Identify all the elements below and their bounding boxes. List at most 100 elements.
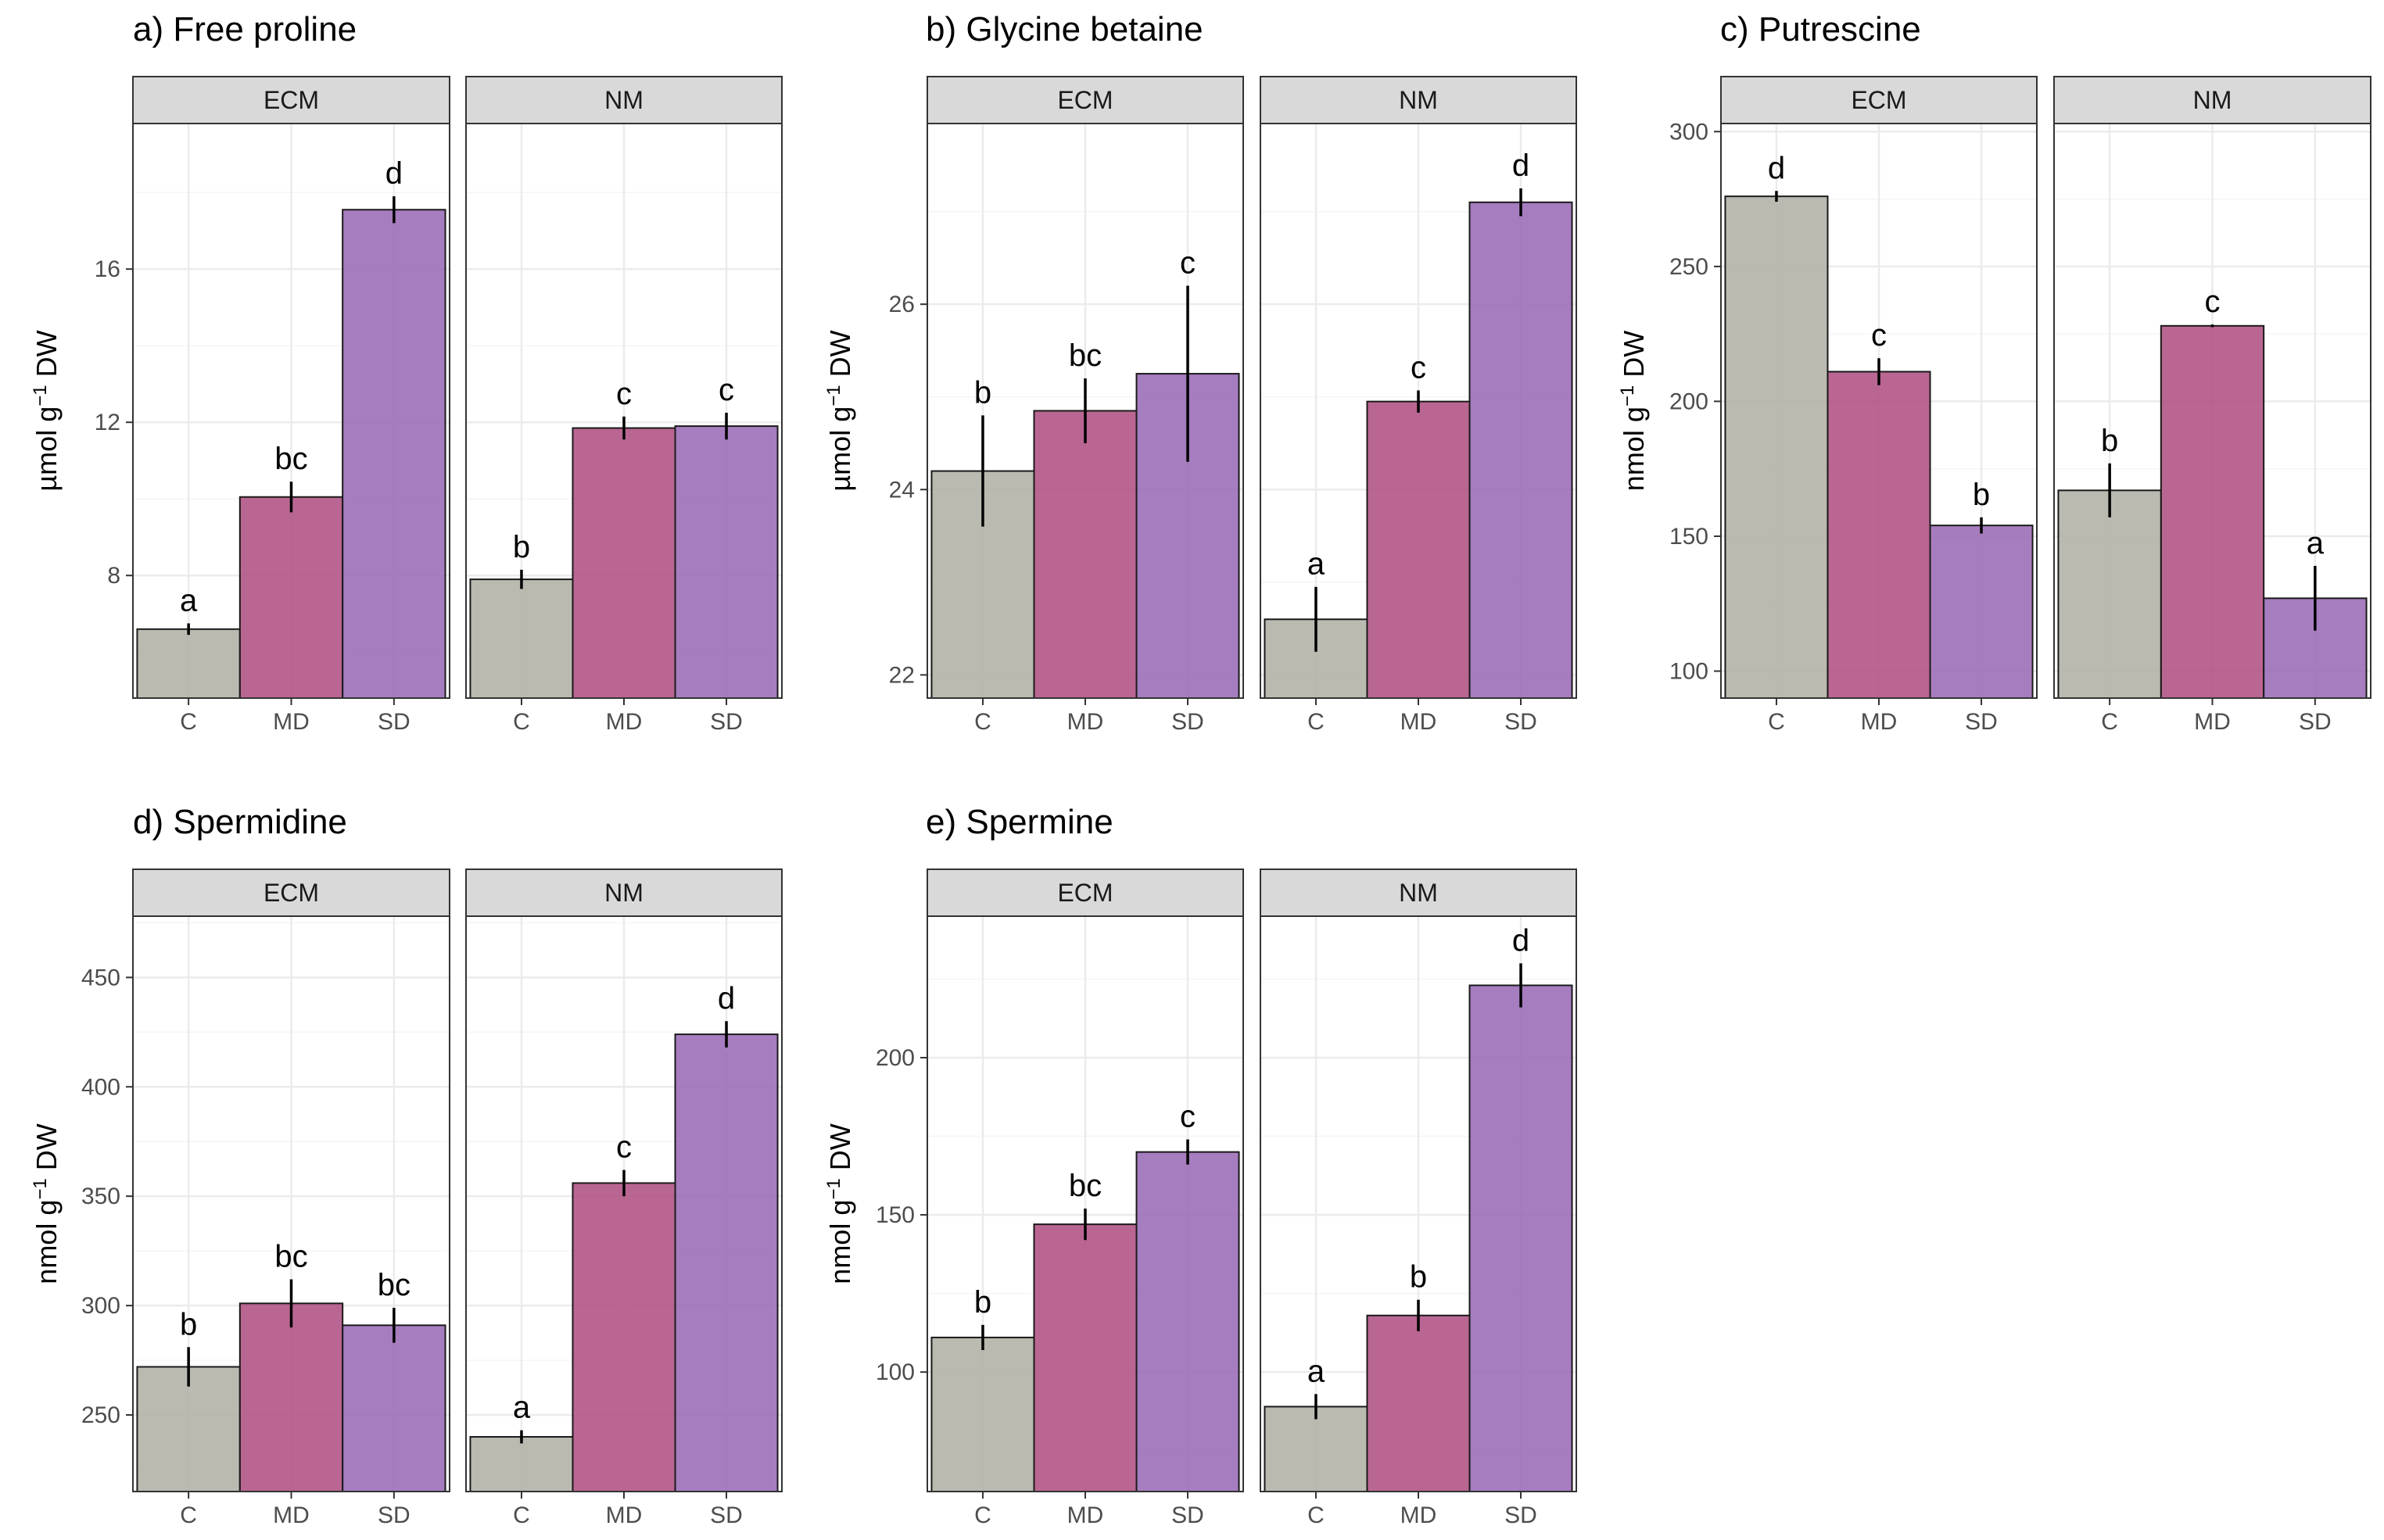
y-axis-title: µmol g−1 DW	[30, 330, 63, 491]
y-tick-label: 250	[1669, 254, 1708, 280]
panel-border	[465, 123, 783, 699]
x-tick-label: SD	[710, 709, 743, 735]
x-tick-label: SD	[1965, 709, 1998, 735]
significance-letter: c	[616, 377, 632, 411]
chart-free-proline: a) Free proline ECM a Cbc MD d SD 8 12 16 NM b Cc MD…	[30, 10, 783, 735]
significance-letter: c	[719, 373, 734, 407]
facet-strip	[927, 76, 1244, 124]
facet-nm: NM a Cc MD d SD	[465, 868, 783, 1528]
bar-md	[2160, 324, 2265, 699]
y-axis-title-unit: nmol g	[30, 1200, 63, 1284]
y-axis-title-superscript: −1	[823, 385, 844, 406]
bar-sd	[342, 1324, 446, 1492]
y-tick-label: 250	[81, 1402, 120, 1428]
facet-nm: NM a Cb MD d SD	[1260, 868, 1577, 1528]
bar-sd	[1468, 201, 1573, 700]
x-tick-label: SD	[1171, 1502, 1204, 1528]
facet-strip	[1720, 76, 2038, 124]
x-tick-label: SD	[1504, 709, 1537, 735]
significance-letter: a	[1307, 547, 1325, 582]
facet-strip-label: ECM	[1057, 879, 1113, 907]
facet-strip-label: NM	[604, 86, 644, 114]
y-tick-label: 12	[95, 410, 120, 435]
x-tick-label: SD	[378, 709, 410, 735]
y-tick-label: 150	[1669, 524, 1708, 550]
x-tick-label: SD	[710, 1502, 743, 1528]
facet-strip-label: NM	[1399, 86, 1438, 114]
bar-md	[238, 496, 344, 699]
significance-letter: b	[513, 530, 530, 564]
x-tick-label: SD	[1504, 1502, 1537, 1528]
x-tick-label: SD	[1171, 709, 1204, 735]
chart-title: c) Putrescine	[1720, 10, 1921, 48]
panel-border	[1260, 123, 1577, 699]
x-tick-label: C	[1307, 709, 1325, 735]
x-tick-label: MD	[1400, 1502, 1437, 1528]
y-tick-label: 16	[95, 256, 120, 282]
x-tick-label: MD	[273, 709, 310, 735]
facet-strip	[465, 76, 783, 124]
facet-strip-label: ECM	[1851, 86, 1906, 114]
bar-md	[1033, 1223, 1138, 1492]
facet-strip-label: NM	[2193, 86, 2232, 114]
facet-nm: NM a Cc MD d SD	[1260, 76, 1577, 735]
facet-strip	[927, 868, 1244, 917]
facet-nm: NM b Cc MD a SD	[2053, 76, 2371, 735]
y-axis-title: nmol g−1 DW	[823, 1123, 857, 1284]
facet-strip-label: NM	[1399, 879, 1438, 907]
panel-border	[927, 915, 1244, 1492]
significance-letter: d	[1768, 151, 1785, 185]
y-axis-title-unit: µmol g	[30, 406, 63, 492]
chart-title: a) Free proline	[133, 10, 357, 48]
x-tick-label: C	[2101, 709, 2118, 735]
x-tick-label: C	[513, 1502, 530, 1528]
y-tick-label: 100	[1669, 658, 1708, 684]
significance-letter: d	[1512, 149, 1529, 183]
panel-border	[132, 123, 450, 699]
panel-border	[1720, 123, 2038, 699]
significance-letter: c	[2205, 285, 2221, 319]
chart-title: d) Spermidine	[133, 803, 347, 841]
x-tick-label: MD	[1400, 709, 1437, 735]
x-tick-label: C	[1307, 1502, 1325, 1528]
x-tick-label: C	[180, 1502, 197, 1528]
bar-sd	[1135, 1151, 1240, 1493]
significance-letter: c	[1180, 245, 1196, 280]
facet-ecm: ECM a Cbc MD d SD 8 12 16	[95, 76, 450, 735]
significance-letter: b	[2101, 424, 2118, 458]
x-tick-label: MD	[606, 709, 643, 735]
significance-letter: c	[1411, 350, 1426, 385]
y-axis-title-suffix: DW	[824, 330, 856, 385]
bar-c	[2057, 489, 2162, 699]
chart-title: b) Glycine betaine	[926, 10, 1203, 48]
y-tick-label: 350	[81, 1184, 120, 1209]
significance-letter: b	[1973, 478, 1990, 512]
y-tick-label: 200	[1669, 389, 1708, 414]
bar-md	[1033, 410, 1138, 699]
significance-letter: d	[1512, 923, 1529, 958]
chart-glycine-betaine: b) Glycine betaine ECM b Cbc MD c SD 22 24 26 NM a…	[823, 10, 1577, 735]
bar-sd	[2263, 597, 2368, 699]
significance-letter: a	[2307, 526, 2325, 560]
y-axis-title: nmol g−1 DW	[1617, 331, 1651, 491]
y-tick-label: 26	[889, 292, 915, 317]
y-axis-title-superscript: −1	[30, 1178, 51, 1199]
significance-letter: c	[1180, 1100, 1196, 1134]
facet-strip	[132, 76, 450, 124]
y-tick-label: 450	[81, 965, 120, 990]
facet-strip-label: ECM	[263, 86, 319, 114]
x-tick-label: SD	[378, 1502, 410, 1528]
y-axis-title-unit: µmol g	[824, 406, 856, 492]
x-tick-label: MD	[1067, 1502, 1104, 1528]
y-axis-title-unit: nmol g	[824, 1200, 856, 1284]
y-axis-title-suffix: DW	[824, 1123, 856, 1178]
bar-md	[1827, 371, 1931, 699]
panel-border	[927, 123, 1244, 699]
y-axis-title-suffix: DW	[30, 330, 63, 385]
significance-letter: bc	[274, 442, 307, 476]
bar-c	[469, 1436, 574, 1492]
y-tick-label: 300	[1669, 119, 1708, 145]
y-axis-title-superscript: −1	[823, 1178, 844, 1199]
facet-ecm: ECM b Cbc MD bc SD 250 300 350 400 450	[81, 868, 450, 1528]
